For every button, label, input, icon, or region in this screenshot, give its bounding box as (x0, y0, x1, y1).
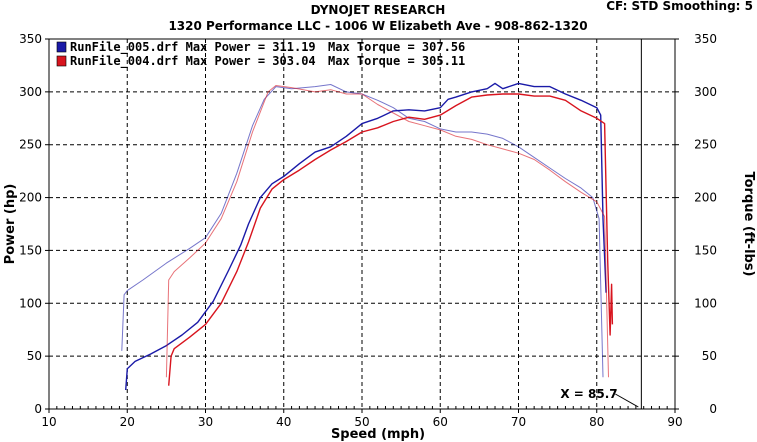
y2-tick-label: 300 (694, 85, 717, 99)
cursor-leader (615, 393, 639, 408)
legend: RunFile_005.drf Max Power = 311.19 Max To… (56, 40, 465, 69)
y2-tick-label: 350 (694, 32, 717, 46)
y-axis-title: Power (hp) (3, 184, 18, 265)
y-tick-label: 350 (19, 32, 42, 46)
x-tick-label: 50 (354, 415, 369, 429)
y-tick-label: 300 (19, 85, 42, 99)
x-tick-label: 40 (276, 415, 291, 429)
y2-tick-label: 150 (694, 243, 717, 257)
y-tick-label: 0 (34, 402, 42, 416)
x-tick-label: 90 (667, 415, 682, 429)
runfile-005-drf-power-line (125, 82, 607, 391)
legend-torque-label: Max Torque = 307.56 (328, 40, 465, 54)
y-axis-ticks: 0 50 100 150 200 250 300 350 (19, 32, 49, 416)
grid-lines (49, 39, 675, 409)
y2-axis-ticks: 0 50 100 150 200 250 300 350 (675, 32, 717, 416)
cursor-readout: X = 85.7 (560, 387, 617, 401)
x-tick-label: 70 (511, 415, 526, 429)
y2-tick-label: 250 (694, 138, 717, 152)
runfile-004-drf-power-line (168, 93, 614, 386)
legend-label: RunFile_005.drf Max Power = 311.19 (70, 40, 316, 55)
x-tick-label: 30 (198, 415, 213, 429)
x-tick-label: 20 (120, 415, 135, 429)
x-tick-label: 60 (433, 415, 448, 429)
chart-title: DYNOJET RESEARCH (311, 3, 446, 17)
x-tick-label: 80 (589, 415, 604, 429)
y2-tick-label: 0 (709, 402, 717, 416)
cursor: X = 85.7 (560, 39, 642, 409)
y-tick-label: 150 (19, 243, 42, 257)
x-tick-label: 10 (41, 415, 56, 429)
legend-swatch (56, 55, 67, 67)
x-axis-ticks: 10 20 30 40 50 60 70 80 90 (41, 406, 683, 429)
y2-axis-title: Torque (ft-lbs) (741, 171, 756, 276)
legend-swatch (56, 41, 67, 53)
chart-subtitle: 1320 Performance LLC - 1006 W Elizabeth … (168, 19, 587, 33)
y-tick-label: 100 (19, 296, 42, 310)
runfile-004-drf-torque-line (165, 85, 609, 378)
y2-tick-label: 50 (702, 349, 717, 363)
y-tick-label: 200 (19, 191, 42, 205)
series-group (121, 82, 614, 391)
runfile-005-drf-torque-line (121, 84, 604, 378)
y-tick-label: 50 (27, 349, 42, 363)
y2-tick-label: 100 (694, 296, 717, 310)
x-axis-title: Speed (mph) (331, 427, 425, 442)
legend-label: RunFile_004.drf Max Power = 303.04 (70, 54, 316, 69)
y2-tick-label: 200 (694, 191, 717, 205)
y-tick-label: 250 (19, 138, 42, 152)
legend-torque-label: Max Torque = 305.11 (328, 54, 465, 68)
settings-readout: CF: STD Smoothing: 5 (606, 0, 753, 13)
